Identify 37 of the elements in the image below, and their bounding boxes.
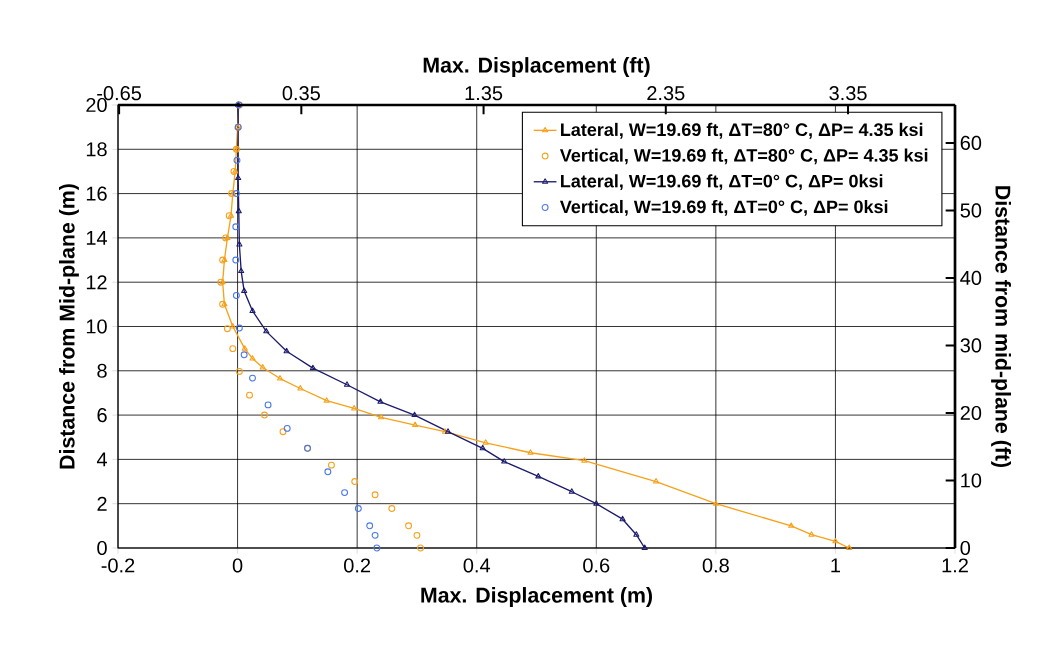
- y-tick-label: 0: [97, 540, 107, 556]
- y2-axis-title: Distance from mid-plane (ft): [991, 186, 1011, 468]
- x-axis-title: Max. Displacement (m): [421, 587, 652, 607]
- y2-tick-label: 60: [960, 135, 982, 150]
- y-tick-label: 12: [86, 275, 107, 290]
- y-tick-label: 18: [86, 142, 107, 157]
- y2-tick-label: 50: [960, 203, 982, 218]
- x-tick-label: 0.2: [344, 558, 371, 573]
- y2-tick-label: 40: [960, 270, 982, 286]
- y2-tick-label: 30: [960, 338, 982, 353]
- y-tick-label: 4: [96, 452, 108, 467]
- y-tick-label: 14: [86, 231, 108, 245]
- x-tick-label: 1: [831, 558, 841, 573]
- legend-label: Vertical, W=19.69 ft, ΔT=80° C, ΔP= 4.35 ksi: [559, 148, 928, 165]
- y2-tick-label: 10: [961, 473, 982, 488]
- y-tick-label: 6: [97, 408, 107, 423]
- y2-tick-label: 0: [960, 540, 971, 556]
- x-tick-label: 0.8: [702, 558, 729, 573]
- x-tick-label: -0.2: [101, 558, 135, 573]
- y-tick-label: 16: [86, 186, 107, 201]
- x2-tick-label: 1.35: [465, 86, 503, 101]
- x2-axis-title: Max. Displacement (ft): [423, 57, 650, 77]
- x2-tick-label: 3.35: [829, 86, 867, 101]
- y2-tick-label: 20: [960, 405, 982, 421]
- legend-label: Lateral, W=19.69 ft, ΔT=0° C, ΔP= 0ksi: [561, 174, 883, 191]
- x-tick-label: 0.4: [463, 558, 491, 573]
- y-tick-label: 8: [97, 363, 107, 378]
- legend-label: Vertical, W=19.69 ft, ΔT=0° C, ΔP= 0ksi: [559, 199, 888, 216]
- y-tick-label: 2: [97, 496, 107, 511]
- x-tick-label: 1.2: [942, 558, 968, 573]
- y-tick-label: 10: [86, 319, 107, 334]
- legend-label: Lateral, W=19.69 ft, ΔT=80° C, ΔP= 4.35 ksi: [561, 122, 923, 139]
- x-tick-label: 0.6: [583, 558, 610, 573]
- y-axis-title: Distance from Mid-plane (m): [58, 184, 79, 469]
- x2-tick-label: 0.35: [282, 86, 320, 101]
- x2-tick-label: 2.35: [647, 86, 685, 101]
- x-tick-label: 0: [232, 558, 243, 573]
